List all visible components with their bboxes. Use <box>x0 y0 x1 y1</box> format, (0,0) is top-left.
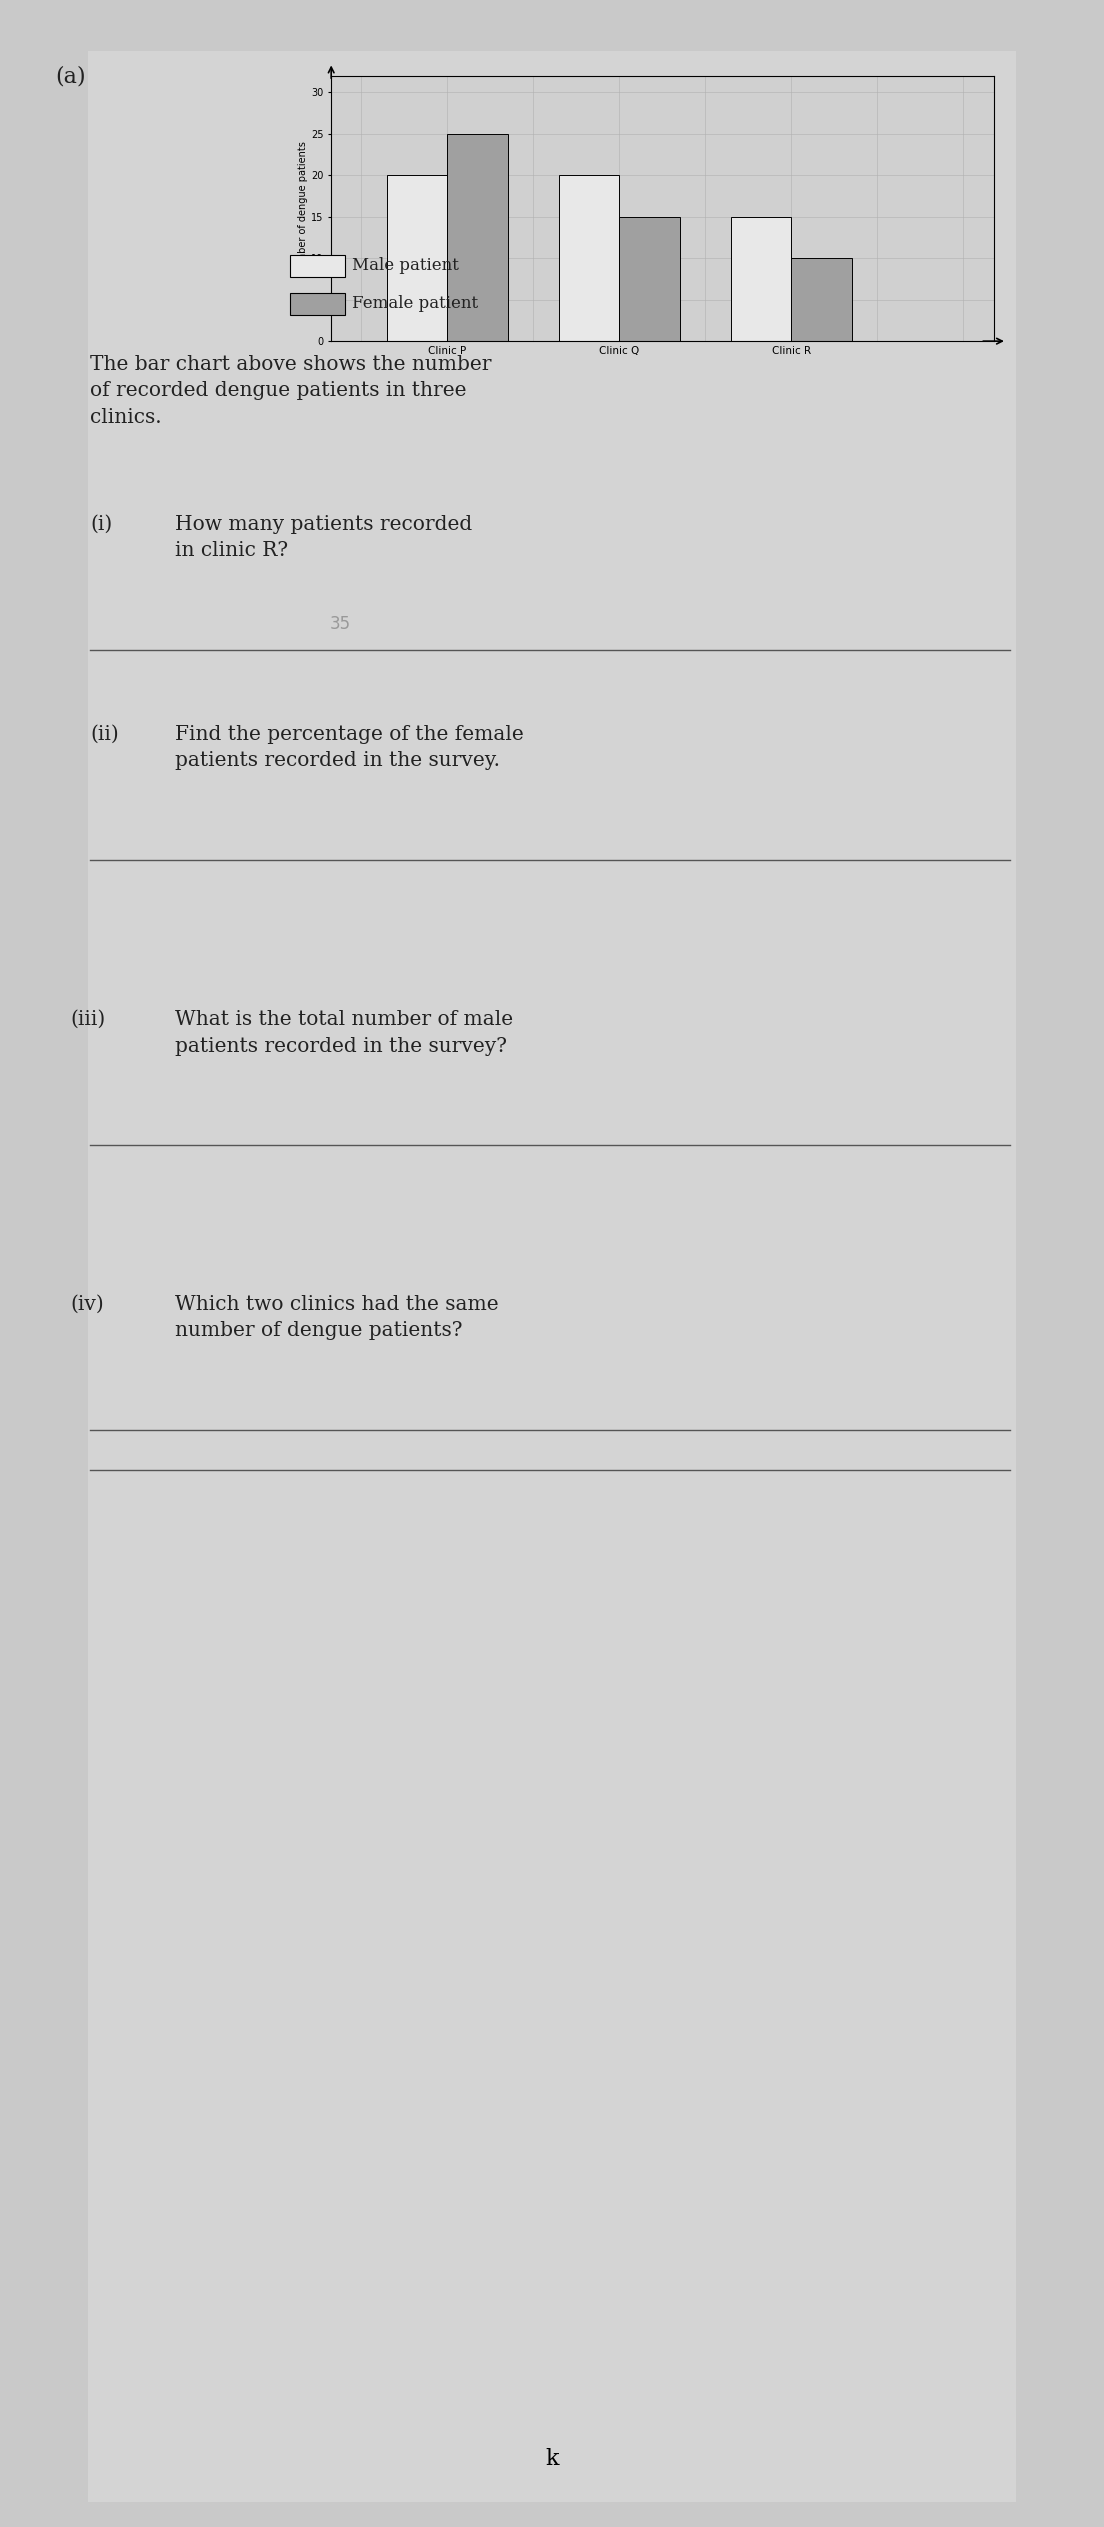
Bar <box>290 255 344 278</box>
Y-axis label: Number of dengue patients: Number of dengue patients <box>298 142 308 275</box>
Text: The bar chart above shows the number
of recorded dengue patients in three
clinic: The bar chart above shows the number of … <box>91 354 491 427</box>
Text: (iii): (iii) <box>70 1011 105 1028</box>
Bar <box>619 217 680 341</box>
Text: 35: 35 <box>330 614 351 632</box>
Bar <box>792 258 851 341</box>
Bar <box>559 174 619 341</box>
Text: Female patient: Female patient <box>352 296 478 311</box>
Bar <box>447 134 508 341</box>
Text: Which two clinics had the same
number of dengue patients?: Which two clinics had the same number of… <box>176 1294 499 1339</box>
Text: Find the percentage of the female
patients recorded in the survey.: Find the percentage of the female patien… <box>176 725 523 771</box>
Text: How many patients recorded
in clinic R?: How many patients recorded in clinic R? <box>176 516 473 561</box>
Text: (iv): (iv) <box>70 1294 104 1314</box>
Text: (i): (i) <box>91 516 113 533</box>
Text: (a): (a) <box>55 66 86 86</box>
Text: k: k <box>545 2449 559 2469</box>
Text: (ii): (ii) <box>91 725 119 743</box>
Text: Male patient: Male patient <box>352 258 459 273</box>
Text: What is the total number of male
patients recorded in the survey?: What is the total number of male patient… <box>176 1011 513 1056</box>
Bar <box>388 174 447 341</box>
Bar <box>290 293 344 316</box>
Bar <box>731 217 792 341</box>
